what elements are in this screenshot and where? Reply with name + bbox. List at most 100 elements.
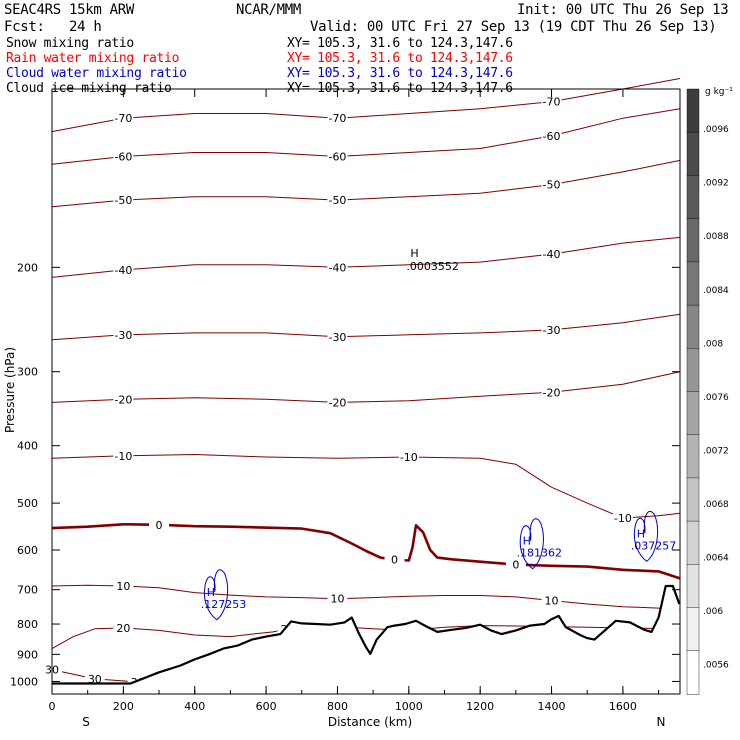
contour-label-background [541, 594, 562, 607]
cloud-ice-max-marker: H [410, 247, 418, 260]
y-tick-label: 400 [17, 440, 38, 453]
temperature-contour-label: -70 [114, 112, 132, 125]
colorbar-tick-label: .0088 [703, 232, 729, 242]
contour-label-background [505, 558, 526, 571]
y-tick-label: 200 [17, 261, 38, 274]
forecast-hour: Fcst: 24 h [4, 19, 102, 35]
temperature-contour-label: -40 [543, 248, 561, 261]
temperature-contour-line [51, 454, 681, 519]
temperature-contour-label: -70 [328, 112, 346, 125]
legend-cloud-water-xy: XY= 105.3, 31.6 to 124.3,147.6 [287, 66, 513, 81]
terrain-fill [52, 586, 680, 694]
x-tick-label: 600 [256, 700, 277, 713]
contour-label-background [327, 261, 348, 274]
temperature-contour-label: -50 [328, 194, 346, 207]
temperature-contour-label: -60 [328, 151, 346, 164]
contour-label-background [113, 150, 134, 163]
temperature-contour-line [51, 108, 681, 165]
contour-label-background [327, 194, 348, 207]
temperature-contour-line [51, 313, 681, 341]
temperature-contour-label: -20 [328, 396, 346, 409]
colorbar-unit: g kg⁻¹ [705, 87, 733, 97]
colorbar-tick-label: .0064 [703, 553, 729, 563]
colorbar-swatch [686, 520, 700, 566]
x-tick-label: 1400 [538, 700, 566, 713]
contour-label-background [327, 150, 348, 163]
temperature-contour-label: -20 [114, 393, 132, 406]
legend-rain-xy: XY= 105.3, 31.6 to 124.3,147.6 [287, 51, 513, 66]
contour-label-background [384, 553, 405, 566]
colorbar-swatch [686, 564, 700, 609]
contour-label-background [327, 592, 348, 605]
temperature-contour-label: 0 [156, 519, 163, 532]
colorbar-swatch [686, 348, 700, 393]
temperature-contour-label: -60 [114, 151, 132, 164]
cloud-water-contour [633, 510, 658, 562]
temperature-contour-label: 0 [391, 554, 398, 567]
cloud-water-contour [203, 569, 229, 621]
temperature-contour-label: -30 [543, 324, 561, 337]
colorbar-tick-label: .0092 [703, 179, 729, 189]
temperature-contour-line [51, 159, 681, 208]
colorbar-tick-label: .0072 [703, 446, 729, 456]
colorbar-swatch [686, 131, 700, 177]
contour-label-background [612, 512, 633, 525]
colorbar-swatch [686, 304, 700, 350]
temperature-contour-label: -30 [328, 331, 346, 344]
temperature-contour-label: -60 [543, 130, 561, 143]
colorbar-tick-label: .006 [703, 607, 723, 617]
legend-rain-name: Rain water mixing ratio [6, 51, 180, 66]
temperature-contour-label: -70 [543, 96, 561, 109]
cloud-water-max-marker: H [523, 535, 531, 548]
temperature-contour-label: 10 [545, 594, 559, 607]
y-axis-title: Pressure (hPa) [3, 347, 17, 433]
model-title: SEAC4RS 15km ARW [4, 2, 135, 18]
contour-label-background [113, 194, 134, 207]
north-end-label: N [657, 715, 666, 729]
cloud-water-max-label: .127253 [201, 598, 247, 611]
init-time: Init: 00 UTC Thu 26 Sep 13 [517, 2, 729, 18]
terrain-line [52, 584, 681, 685]
colorbar-tick-label: .0056 [703, 661, 729, 671]
colorbar-tick-label: .0068 [703, 500, 729, 510]
center-title: NCAR/MMM [236, 2, 302, 18]
legend-snow-xy: XY= 105.3, 31.6 to 124.3,147.6 [287, 36, 513, 51]
contour-label-background [327, 112, 348, 125]
temperature-contour-label: 0 [512, 559, 519, 572]
colorbar-swatch [686, 650, 700, 695]
cloud-water-max-label: .037257 [631, 539, 677, 552]
colorbar-swatch [686, 477, 700, 522]
contour-label-background [541, 95, 562, 108]
temperature-contour-label: -30 [114, 329, 132, 342]
contour-label-background [327, 396, 348, 409]
colorbar-swatch [686, 261, 700, 306]
x-tick-label: 0 [49, 700, 56, 713]
temperature-contour-line [51, 584, 681, 610]
colorbar-swatch [686, 88, 700, 133]
contour-label-background [149, 518, 170, 531]
legend-snow-name: Snow mixing ratio [6, 36, 134, 51]
colorbar-swatch [686, 218, 700, 263]
cloud-ice-max-label: .0003552 [406, 260, 459, 273]
contour-label-background [327, 330, 348, 343]
temperature-contour-label: -50 [543, 179, 561, 192]
x-axis-title: Distance (km) [328, 715, 412, 729]
colorbar-swatch [686, 175, 700, 220]
temperature-contour-label: 10 [330, 593, 344, 606]
contour-label-background [113, 449, 134, 462]
temperature-contour-line [51, 522, 681, 580]
y-tick-label: 800 [17, 618, 38, 631]
y-tick-label: 900 [17, 648, 38, 661]
temperature-contour-label: -20 [543, 386, 561, 399]
contour-label-background [398, 451, 419, 464]
colorbar-tick-label: .0096 [703, 125, 729, 135]
x-tick-label: 200 [113, 700, 134, 713]
temperature-contour-label: -10 [400, 451, 418, 464]
temperature-contour-label: -10 [114, 450, 132, 463]
contour-label-background [113, 621, 134, 634]
contour-label-background [113, 263, 134, 276]
legend-cloud-water-name: Cloud water mixing ratio [6, 66, 187, 81]
temperature-contour-label: 10 [116, 580, 130, 593]
contour-label-background [113, 579, 134, 592]
